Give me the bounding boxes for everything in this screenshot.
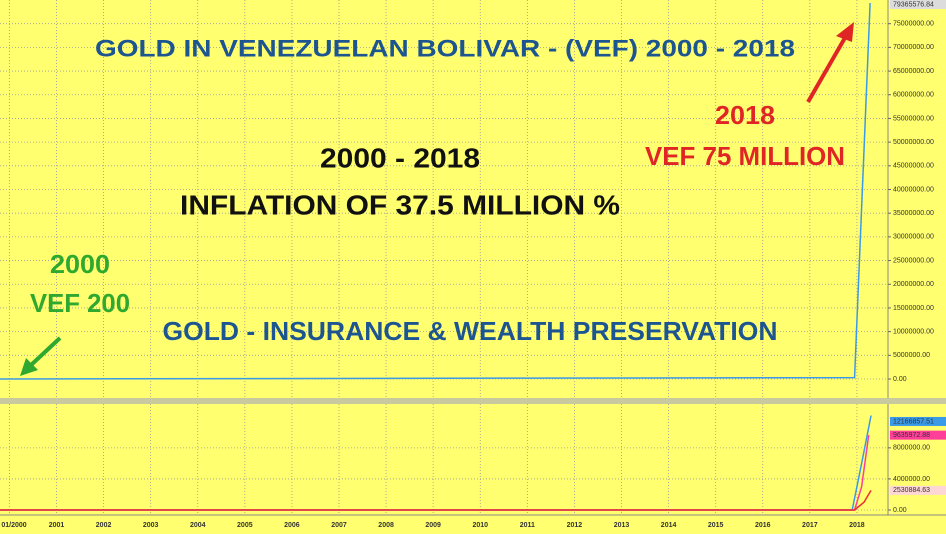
y-tick-label: 25000000.00 <box>893 257 934 264</box>
y-tick-label: 55000000.00 <box>893 115 934 122</box>
x-tick-label: 01/2000 <box>1 522 26 529</box>
grid <box>0 0 888 515</box>
x-tick-label: 2017 <box>802 522 818 529</box>
x-tick-label: 2003 <box>143 522 159 529</box>
x-tick-label: 2002 <box>96 522 112 529</box>
y-tick-label: 8000000.00 <box>893 445 930 452</box>
y-tick-label: 60000000.00 <box>893 92 934 99</box>
y-tick-label: 15000000.00 <box>893 305 934 312</box>
x-tick-label: 2014 <box>661 522 677 529</box>
y-tick-label: 30000000.00 <box>893 234 934 241</box>
y-tick-label: 40000000.00 <box>893 186 934 193</box>
chart-title: GOLD IN VENEZUELAN BOLIVAR - (VEF) 2000 … <box>95 35 795 62</box>
value-label: 79365576.84 <box>893 1 934 8</box>
line-series <box>0 2 871 380</box>
y-tick-label: 10000000.00 <box>893 328 934 335</box>
x-tick-label: 2013 <box>614 522 630 529</box>
x-tick-label: 2012 <box>567 522 583 529</box>
x-tick-label: 2005 <box>237 522 253 529</box>
annotation: GOLD - INSURANCE & WEALTH PRESERVATION <box>163 316 778 346</box>
y-tick-label: 65000000.00 <box>893 68 934 75</box>
marks <box>0 2 872 511</box>
panel-separator <box>0 398 946 404</box>
annotation: 2018 <box>715 100 775 130</box>
annotation: INFLATION OF 37.5 MILLION % <box>180 189 620 220</box>
value-label-box <box>890 0 946 9</box>
y-tick-label: 4000000.00 <box>893 476 930 483</box>
x-tick-label: 2009 <box>425 522 441 529</box>
red-arrow-head <box>836 22 854 42</box>
annotation: 2000 - 2018 <box>320 142 480 173</box>
y-tick-label: 0.00 <box>893 507 907 514</box>
green-arrow-head <box>20 358 38 376</box>
y-tick-label: 50000000.00 <box>893 139 934 146</box>
x-tick-label: 2004 <box>190 522 206 529</box>
y-tick-label: 0.00 <box>893 376 907 383</box>
green-arrow <box>28 336 62 368</box>
line-series <box>0 489 872 511</box>
value-label: 9635972.88 <box>893 432 930 439</box>
x-tick-label: 2015 <box>708 522 724 529</box>
x-tick-label: 2018 <box>849 522 865 529</box>
x-tick-label: 2016 <box>755 522 771 529</box>
y-tick-label: 5000000.00 <box>893 352 930 359</box>
y-tick-label: 35000000.00 <box>893 210 934 217</box>
annotation: 2000 <box>50 249 110 279</box>
y-tick-label: 45000000.00 <box>893 163 934 170</box>
x-tick-label: 2001 <box>49 522 65 529</box>
value-label-box <box>890 485 946 495</box>
annotation: VEF 200 <box>30 288 130 318</box>
annotations: 2000 - 2018 INFLATION OF 37.5 MILLION % 20… <box>30 100 845 346</box>
y-tick-label: 70000000.00 <box>893 44 934 51</box>
value-label: 12166857.51 <box>893 418 934 425</box>
x-tick-label: 2006 <box>284 522 300 529</box>
y-tick-label: 75000000.00 <box>893 21 934 28</box>
y-tick-label: 20000000.00 <box>893 281 934 288</box>
red-arrow <box>806 35 848 103</box>
value-label-box <box>890 416 946 426</box>
x-tick-label: 2008 <box>378 522 394 529</box>
x-tick-label: 2007 <box>331 522 347 529</box>
x-tick-label: 2010 <box>472 522 488 529</box>
x-tick-label: 2011 <box>520 522 535 529</box>
annotation: VEF 75 MILLION <box>645 141 845 171</box>
value-label: 2530884.63 <box>893 487 930 494</box>
value-label-box <box>890 430 946 440</box>
